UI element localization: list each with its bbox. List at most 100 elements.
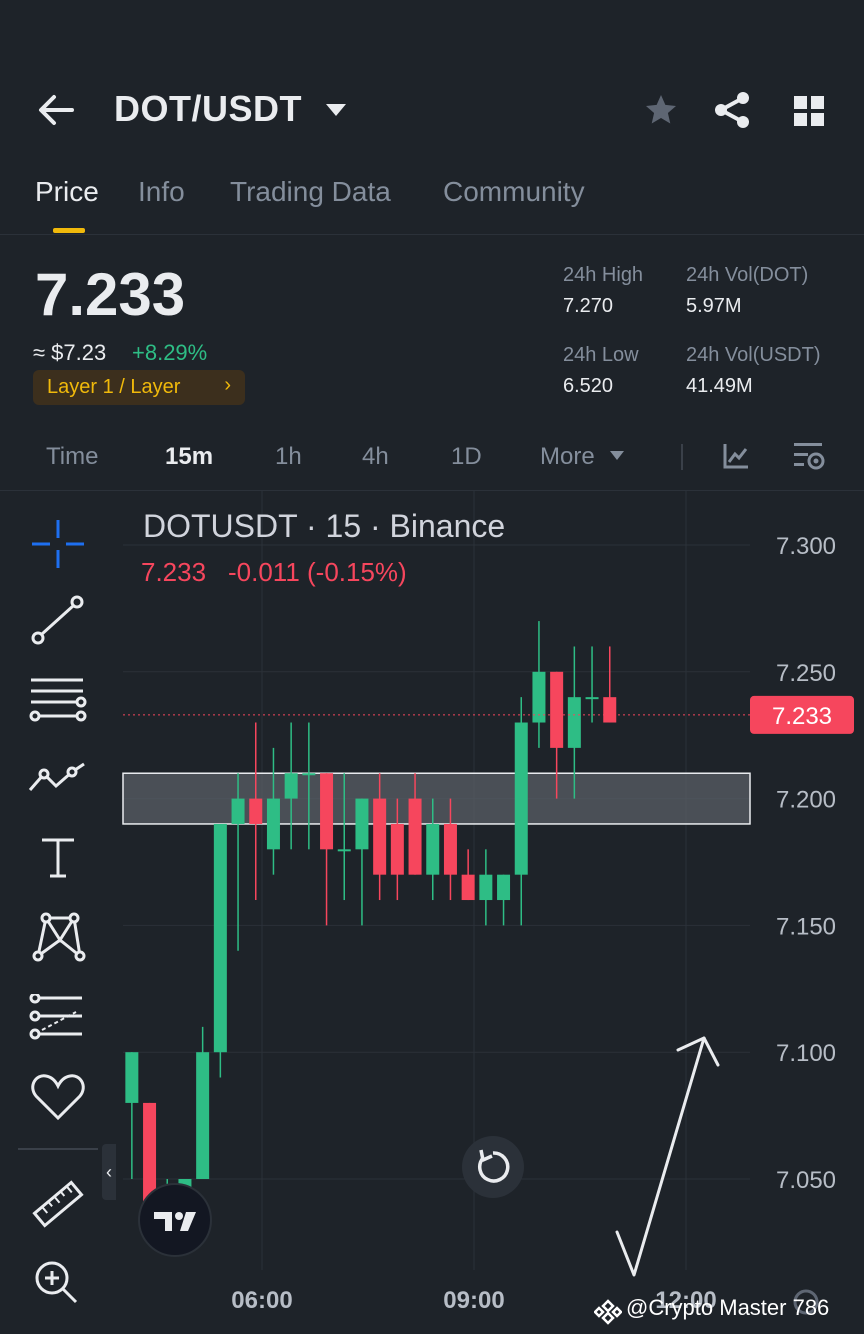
y-tick-label: 7.050	[776, 1167, 836, 1194]
candle	[373, 798, 387, 875]
reset-chart-button[interactable]	[462, 1136, 524, 1198]
last-price: 7.233	[35, 261, 186, 328]
low-label: 24h Low	[563, 344, 639, 366]
share-icon[interactable]	[712, 90, 752, 130]
more-caret-icon[interactable]	[609, 450, 625, 462]
tradingview-logo-mark	[154, 1212, 196, 1231]
chevron-right-icon: ›	[224, 374, 231, 396]
candle	[514, 722, 528, 875]
text-icon[interactable]	[38, 836, 78, 880]
candle	[284, 773, 298, 799]
ruler-icon[interactable]	[30, 1178, 86, 1230]
high-label: 24h High	[563, 264, 644, 286]
chart-gear-icon	[793, 1289, 819, 1315]
fib-icon[interactable]	[28, 994, 88, 1042]
low-value: 6.520	[563, 375, 614, 397]
favorite-icon[interactable]	[30, 1072, 86, 1122]
candle	[249, 798, 263, 824]
sidebar-divider	[18, 1148, 98, 1150]
tf-1d[interactable]: 1D	[451, 443, 482, 470]
crosshair-icon[interactable]	[30, 518, 86, 570]
price-change-percent: +8.29%	[132, 340, 208, 365]
candle	[461, 874, 475, 901]
y-tick-label: 7.200	[776, 787, 836, 814]
star-icon[interactable]	[642, 92, 680, 128]
trend-arrow	[615, 1036, 706, 1277]
vol-dot-value: 5.97M	[686, 295, 742, 317]
trend-arrow-head	[676, 1036, 720, 1067]
candle	[408, 798, 422, 875]
pattern-icon[interactable]	[30, 910, 86, 964]
y-tick-label: 7.100	[776, 1040, 836, 1067]
current-price-label: 7.233	[772, 703, 832, 730]
candle	[125, 1052, 139, 1103]
tab-info[interactable]: Info	[138, 176, 185, 207]
candle	[355, 798, 369, 850]
legend-change: -0.011 (-0.15%)	[228, 557, 407, 587]
indicator-icon[interactable]	[722, 442, 750, 470]
tab-price[interactable]: Price	[35, 176, 99, 207]
tf-more[interactable]: More	[540, 443, 595, 470]
candle	[443, 823, 457, 875]
candle	[337, 849, 351, 852]
candle	[320, 773, 334, 850]
current-price-badge	[750, 695, 854, 734]
candle	[426, 823, 440, 875]
candle	[585, 697, 599, 700]
polyline-icon[interactable]	[28, 760, 88, 800]
tabs-divider	[0, 234, 864, 235]
candle	[231, 798, 245, 824]
reset-icon	[478, 1149, 510, 1183]
candle	[497, 874, 511, 901]
dropdown-caret-icon[interactable]	[324, 102, 348, 118]
tradingview-logo[interactable]	[138, 1183, 212, 1257]
vol-usdt-label: 24h Vol(USDT)	[686, 344, 821, 366]
collapse-icon: ‹	[106, 1162, 112, 1182]
category-tag[interactable]: Layer 1 / Layer ›	[33, 370, 245, 405]
candle	[603, 697, 617, 723]
candle	[532, 671, 546, 723]
legend-price: 7.233	[141, 557, 206, 587]
tf-time[interactable]: Time	[46, 443, 99, 470]
candle	[302, 773, 316, 776]
candlestick-chart[interactable]: 7.233 7.300 7.250 7.200 7.150 7.100 7.050 06:00…	[0, 490, 864, 1334]
tab-trading-data[interactable]: Trading Data	[230, 176, 391, 207]
grid-icon[interactable]	[792, 94, 826, 128]
candle	[567, 697, 581, 748]
chart-title: DOTUSDT · 15 · Binance	[143, 508, 505, 544]
category-tag-label: Layer 1 / Layer	[47, 376, 181, 398]
chart-settings-icon[interactable]	[792, 440, 826, 472]
approx-usd-price: ≈ $7.23	[33, 340, 107, 365]
support-zone	[122, 772, 751, 825]
x-tick-label: 06:00	[231, 1287, 292, 1314]
tf-15m[interactable]: 15m	[165, 443, 214, 470]
collapse-handle[interactable]: ‹	[102, 1144, 116, 1200]
high-value: 7.270	[563, 295, 614, 317]
tf-1h[interactable]: 1h	[275, 443, 302, 470]
candle	[390, 823, 404, 875]
watermark-text: @Crypto Master 786	[626, 1295, 830, 1320]
candle	[550, 671, 564, 748]
tf-4h[interactable]: 4h	[362, 443, 389, 470]
back-arrow-icon[interactable]	[36, 92, 76, 128]
candle	[266, 798, 280, 850]
zoom-icon[interactable]	[32, 1258, 80, 1306]
toolbar-divider	[0, 490, 864, 491]
trendline-icon[interactable]	[30, 594, 86, 646]
y-tick-label: 7.250	[776, 660, 836, 687]
vol-dot-label: 24h Vol(DOT)	[686, 264, 809, 286]
y-tick-label: 7.300	[776, 533, 836, 560]
y-tick-label: 7.150	[776, 913, 836, 940]
candle	[196, 1052, 210, 1179]
candle	[479, 874, 493, 901]
watermark-logo-icon	[594, 1299, 622, 1325]
pair-title[interactable]: DOT/USDT	[114, 88, 302, 129]
toolbar-separator	[681, 444, 683, 470]
candle	[213, 823, 227, 1053]
active-tab-indicator	[53, 228, 85, 233]
x-tick-label: 12:00	[655, 1287, 716, 1314]
candle	[143, 1102, 157, 1205]
tab-community[interactable]: Community	[443, 176, 585, 207]
vol-usdt-value: 41.49M	[686, 375, 753, 397]
horizontal-lines-icon[interactable]	[28, 676, 88, 726]
